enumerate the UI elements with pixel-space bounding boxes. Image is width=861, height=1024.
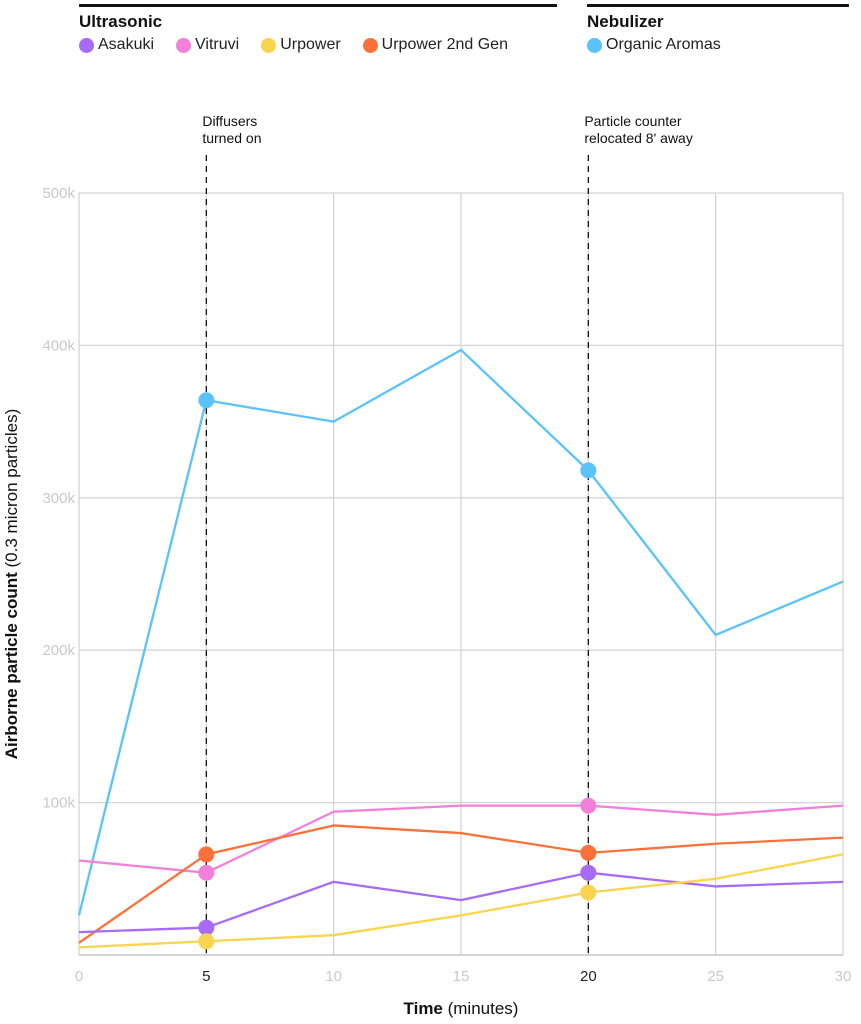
- data-point: [580, 797, 597, 814]
- x-tick-label: 15: [453, 968, 470, 985]
- legend-item-asakuki: Asakuki: [79, 36, 154, 54]
- annotation-text: Diffusers: [202, 113, 257, 129]
- data-point: [198, 919, 215, 936]
- x-tick-label: 10: [325, 968, 342, 985]
- x-tick-label: 25: [707, 968, 724, 985]
- legend-swatch: [79, 37, 94, 53]
- data-point: [198, 933, 215, 950]
- y-tick-label: 400k: [42, 337, 75, 354]
- data-point: [580, 884, 597, 901]
- data-point: [580, 462, 597, 479]
- data-point: [198, 392, 215, 409]
- y-tick-label: 200k: [42, 642, 75, 659]
- annotation-text: relocated 8' away: [584, 130, 693, 146]
- legend-group-title: Ultrasonic: [79, 12, 163, 31]
- legend-group-nebulizer: Nebulizer Organic Aromas: [587, 4, 849, 54]
- x-tick-label: 5: [202, 968, 210, 985]
- legend-swatch: [261, 37, 277, 53]
- data-point: [580, 864, 597, 881]
- data-point: [198, 846, 215, 863]
- legend-swatch: [176, 37, 192, 53]
- y-tick-label: 100k: [42, 795, 75, 812]
- data-point: [198, 864, 215, 881]
- legend-label: Vitruvi: [195, 36, 240, 53]
- legend-label: Urpower: [280, 36, 341, 53]
- x-tick-label: 0: [75, 968, 83, 985]
- x-tick-label: 30: [835, 968, 852, 985]
- y-axis-label: Airborne particle count (0.3 micron part…: [2, 409, 21, 759]
- x-tick-label: 20: [580, 968, 597, 985]
- y-tick-label: 300k: [42, 490, 75, 507]
- annotation-text: Particle counter: [584, 113, 682, 129]
- legend-item-urpower-2nd-gen: Urpower 2nd Gen: [362, 36, 508, 54]
- legend-item-vitruvi: Vitruvi: [176, 36, 239, 54]
- legend-label: Urpower 2nd Gen: [381, 36, 508, 53]
- legend-item-urpower: Urpower: [261, 36, 341, 54]
- legend-item-organic-aromas: Organic Aromas: [587, 36, 721, 54]
- legend-swatch: [362, 37, 378, 53]
- y-tick-label: 500k: [42, 185, 75, 202]
- annotation-text: turned on: [202, 130, 261, 146]
- legend-group-ultrasonic: Ultrasonic Asakuki Vitruvi Urpower Urpow…: [79, 4, 557, 54]
- legend-group-title: Nebulizer: [587, 12, 664, 31]
- legend-swatch: [587, 37, 602, 53]
- data-point: [580, 844, 597, 861]
- legend-label: Organic Aromas: [606, 36, 721, 53]
- x-axis-label: Time (minutes): [404, 999, 519, 1018]
- legend-label: Asakuki: [98, 36, 155, 53]
